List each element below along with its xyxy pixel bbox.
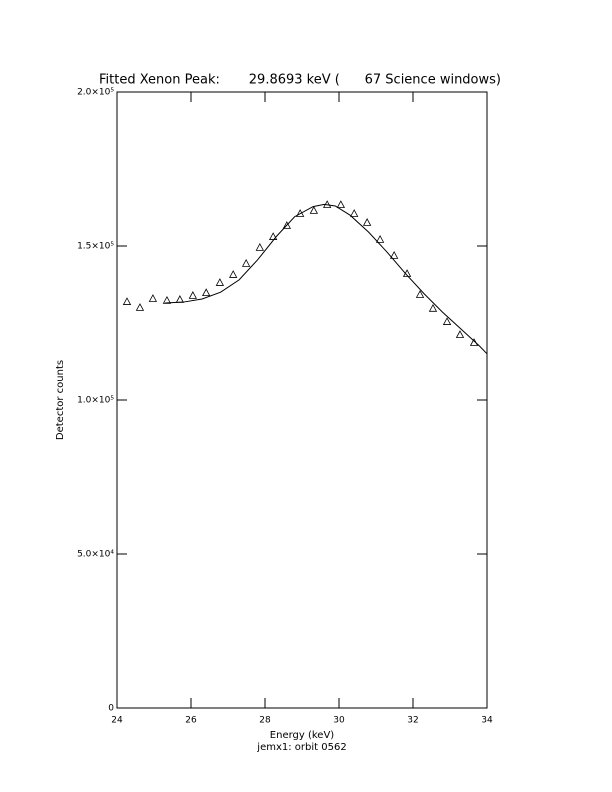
data-point bbox=[148, 294, 158, 302]
data-point bbox=[309, 206, 319, 214]
data-point bbox=[389, 251, 399, 259]
y-tick-label: 1.5×10⁵ bbox=[77, 242, 114, 252]
x-tick-label: 24 bbox=[111, 716, 123, 726]
data-point bbox=[188, 291, 198, 299]
data-point bbox=[175, 295, 185, 303]
y-tick-label: 5.0×10⁴ bbox=[77, 550, 114, 560]
data-point bbox=[215, 278, 225, 286]
data-point bbox=[428, 303, 438, 312]
data-point bbox=[241, 259, 251, 267]
x-axis-sublabel: jemx1: orbit 0562 bbox=[256, 742, 346, 753]
data-point bbox=[268, 232, 278, 240]
fit-line bbox=[165, 203, 488, 355]
x-tick-label: 32 bbox=[407, 716, 418, 726]
data-point bbox=[442, 317, 452, 325]
x-axis-label: Energy (keV) bbox=[270, 730, 335, 741]
data-point bbox=[122, 297, 132, 305]
data-point bbox=[135, 303, 145, 311]
plot-frame bbox=[116, 91, 488, 709]
data-point bbox=[469, 338, 479, 346]
y-tick-label: 1.0×10⁵ bbox=[77, 396, 114, 406]
x-tick-label: 34 bbox=[481, 716, 493, 726]
y-tick-label: 0 bbox=[108, 704, 114, 714]
chart-title: Fitted Xenon Peak: 29.8693 keV ( 67 Scie… bbox=[99, 73, 501, 88]
x-tick-label: 26 bbox=[185, 716, 197, 726]
x-tick-label: 30 bbox=[333, 716, 345, 726]
data-point bbox=[229, 270, 238, 278]
data-point bbox=[362, 218, 372, 226]
x-tick-label: 28 bbox=[259, 716, 271, 726]
data-point bbox=[336, 200, 346, 208]
y-tick-label: 2.0×10⁵ bbox=[77, 88, 114, 98]
data-point bbox=[350, 209, 359, 217]
data-point bbox=[202, 288, 211, 297]
data-point bbox=[282, 221, 291, 229]
data-point bbox=[375, 234, 385, 243]
data-point bbox=[455, 330, 465, 338]
y-axis-label: Detector counts bbox=[55, 360, 66, 440]
data-point bbox=[415, 290, 425, 298]
data-point bbox=[255, 243, 264, 251]
